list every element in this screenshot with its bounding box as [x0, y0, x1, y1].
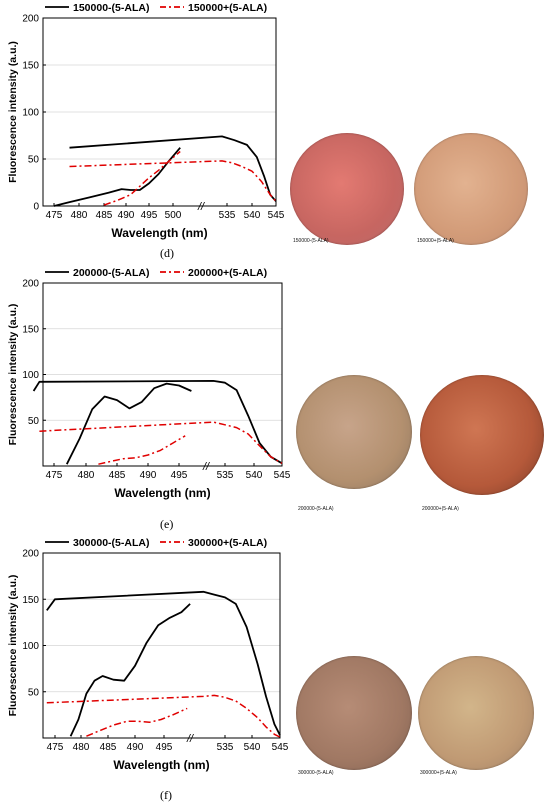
- series-line-f-0: [69, 603, 191, 737]
- legend-label-e-0: 200000-(5-ALA): [73, 267, 149, 279]
- y-tick-label: 100: [22, 641, 39, 652]
- photo-label-f-plus: 300000+(5-ALA): [420, 770, 457, 776]
- panel-caption-e: (e): [160, 517, 174, 531]
- series-line-e-0: [65, 382, 192, 465]
- x-tick-label: 480: [71, 210, 88, 221]
- series-line-d-1: [69, 160, 277, 202]
- axis-break-mark: //: [197, 201, 205, 213]
- y-tick-label: 50: [28, 687, 40, 698]
- cell-photo-f-minus: [296, 656, 412, 770]
- series-line-e-0: [32, 380, 283, 465]
- x-tick-label: 540: [244, 210, 261, 221]
- x-axis-label: Wavelength (nm): [114, 486, 210, 500]
- x-tick-label: 495: [156, 742, 173, 753]
- panel-e: 50 100 150 200 475 480 485 490 495 535 540 545 // Wav…: [0, 267, 550, 535]
- y-tick-label: 150: [22, 324, 39, 335]
- x-tick-label: 485: [96, 210, 113, 221]
- x-axis-label: Wavelength (nm): [111, 226, 207, 240]
- cell-photo-e-minus: [296, 375, 412, 489]
- series-line-d-1: [103, 150, 181, 206]
- x-tick-label: 480: [78, 470, 95, 481]
- series-line-f-1: [46, 694, 281, 738]
- chart-e: 50 100 150 200 475 480 485 490 495 535 540 545 // Wav…: [7, 267, 291, 500]
- y-tick-label: 150: [22, 595, 39, 606]
- series-line-e-1: [98, 435, 186, 465]
- series-line-d-0: [53, 147, 181, 207]
- photo-label-e-minus: 200000-(5-ALA): [298, 506, 334, 512]
- y-tick-label: 50: [28, 416, 40, 427]
- x-tick-label: 485: [100, 742, 117, 753]
- panel-caption-f: (f): [160, 788, 172, 802]
- x-tick-label: 490: [140, 470, 157, 481]
- x-tick-label: 545: [268, 210, 285, 221]
- x-tick-label: 535: [217, 742, 234, 753]
- x-tick-label: 475: [46, 210, 63, 221]
- cell-photo-f-plus: [418, 656, 534, 770]
- series-line-f-0: [46, 590, 281, 736]
- cell-photo-d-plus: [414, 133, 528, 245]
- y-axis-label: Fluorescence intensity (a.u.): [7, 41, 19, 183]
- y-tick-label: 100: [22, 108, 39, 119]
- x-tick-label: 500: [165, 210, 182, 221]
- series-line-f-1: [86, 707, 188, 737]
- x-tick-label: 545: [274, 470, 291, 481]
- panel-caption-d: (d): [160, 246, 174, 260]
- x-tick-label: 495: [141, 210, 158, 221]
- x-tick-label: 490: [118, 210, 135, 221]
- legend-label-d-0: 150000-(5-ALA): [73, 2, 149, 14]
- panel-d: 0 50 100 150 200 475 480 485 490 495 500 535 540 545 /…: [0, 0, 550, 262]
- x-tick-label: 540: [246, 470, 263, 481]
- y-axis-label: Fluorescence intensity (a.u.): [7, 575, 19, 717]
- y-tick-label: 100: [22, 370, 39, 381]
- legend-label-e-1: 200000+(5-ALA): [188, 267, 267, 279]
- y-tick-label: 200: [22, 14, 39, 25]
- y-axis-label: Fluorescence intensity (a.u.): [7, 304, 19, 446]
- chart-f: 50 100 150 200 475 480 485 490 495 535 540 545 // Wav…: [7, 537, 289, 772]
- axis-break-mark: //: [186, 733, 194, 745]
- chart-d: 0 50 100 150 200 475 480 485 490 495 500 535 540 545 /…: [7, 2, 285, 240]
- photo-label-d-minus: 150000-(5-ALA): [293, 238, 329, 244]
- x-axis-label: Wavelength (nm): [113, 758, 209, 772]
- photo-label-e-plus: 200000+(5-ALA): [422, 506, 459, 512]
- y-tick-label: 200: [22, 279, 39, 290]
- y-tick-label: 50: [28, 155, 40, 166]
- x-tick-label: 480: [73, 742, 90, 753]
- legend-label-f-1: 300000+(5-ALA): [188, 537, 267, 549]
- x-tick-label: 490: [127, 742, 144, 753]
- x-tick-label: 535: [217, 470, 234, 481]
- axis-break-mark: //: [202, 461, 210, 473]
- x-tick-label: 540: [244, 742, 261, 753]
- cell-photo-d-minus: [290, 133, 404, 245]
- y-tick-label: 0: [33, 202, 39, 213]
- panel-f: 50 100 150 200 475 480 485 490 495 535 540 545 // Wav…: [0, 537, 550, 805]
- photo-label-f-minus: 300000-(5-ALA): [298, 770, 334, 776]
- x-tick-label: 495: [171, 470, 188, 481]
- photo-label-d-plus: 150000+(5-ALA): [417, 238, 454, 244]
- x-tick-label: 545: [272, 742, 289, 753]
- cell-photo-e-plus: [420, 375, 544, 495]
- x-tick-label: 475: [47, 742, 64, 753]
- y-tick-label: 200: [22, 549, 39, 560]
- legend-label-f-0: 300000-(5-ALA): [73, 537, 149, 549]
- x-tick-label: 485: [109, 470, 126, 481]
- series-line-d-0: [69, 135, 277, 202]
- series-line-e-1: [39, 421, 283, 464]
- y-tick-label: 150: [22, 61, 39, 72]
- x-tick-label: 475: [46, 470, 63, 481]
- legend-label-d-1: 150000+(5-ALA): [188, 2, 267, 14]
- x-tick-label: 535: [219, 210, 236, 221]
